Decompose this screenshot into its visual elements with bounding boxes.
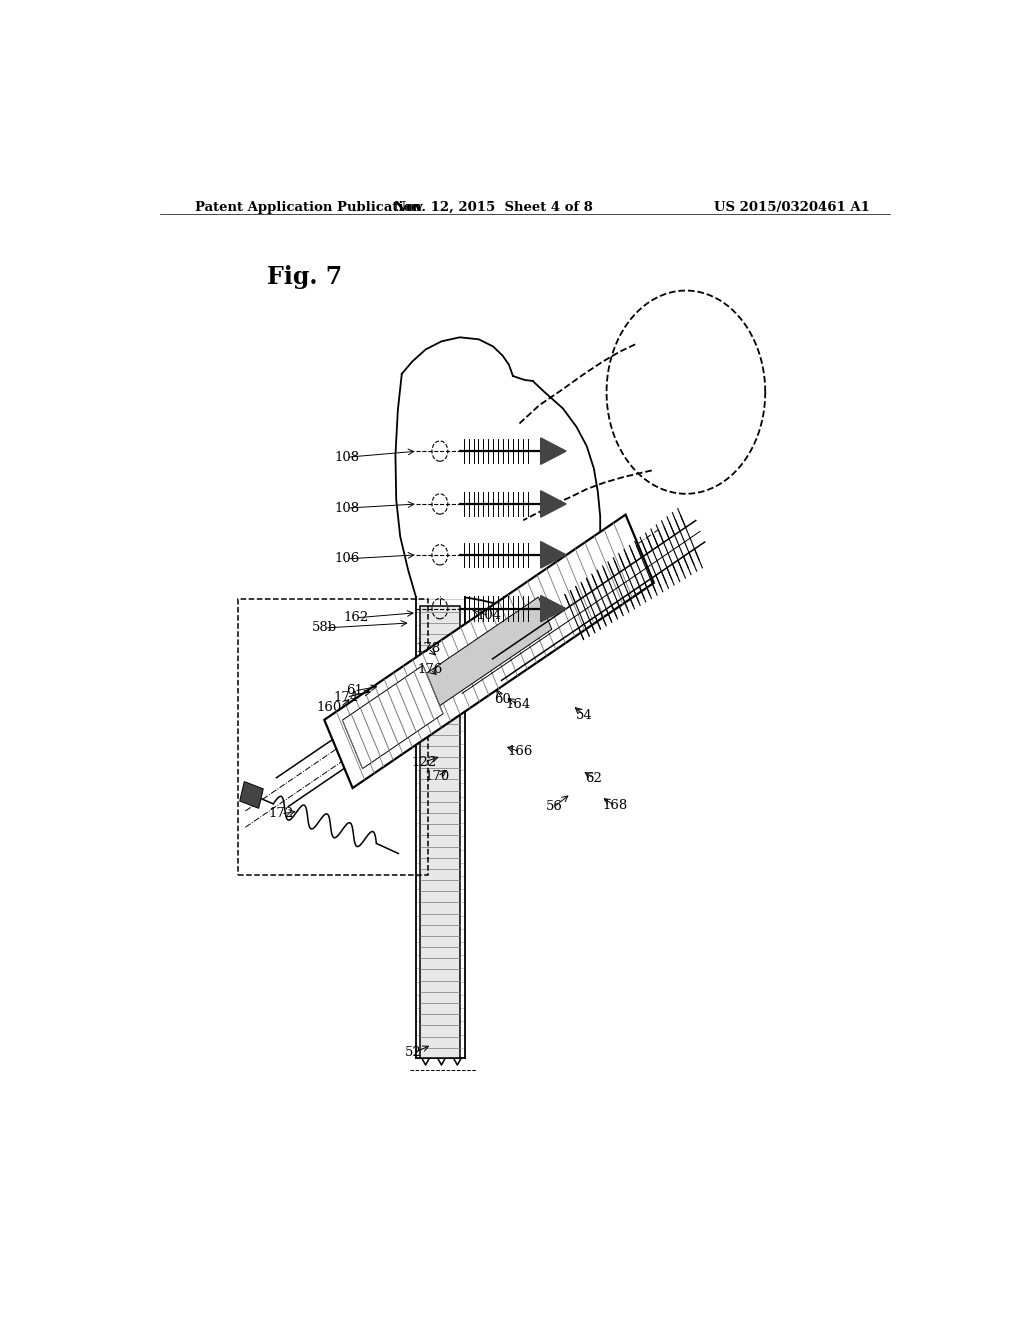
Bar <box>238 598 428 875</box>
Polygon shape <box>325 515 654 788</box>
Text: 104: 104 <box>476 610 502 622</box>
Text: 168: 168 <box>603 800 628 812</box>
Text: Fig. 7: Fig. 7 <box>267 265 342 289</box>
Text: 52: 52 <box>406 1047 422 1060</box>
Text: 164: 164 <box>505 698 530 710</box>
Text: 61: 61 <box>346 685 362 697</box>
Text: 60: 60 <box>495 693 511 706</box>
Polygon shape <box>240 781 263 808</box>
Text: 62: 62 <box>586 772 602 785</box>
Polygon shape <box>541 595 566 622</box>
Text: 58b: 58b <box>312 622 337 635</box>
Text: US 2015/0320461 A1: US 2015/0320461 A1 <box>714 201 870 214</box>
Text: 54: 54 <box>575 709 593 722</box>
Text: 122: 122 <box>412 755 436 768</box>
Text: 108: 108 <box>335 450 359 463</box>
Text: 166: 166 <box>507 746 532 759</box>
Text: Nov. 12, 2015  Sheet 4 of 8: Nov. 12, 2015 Sheet 4 of 8 <box>393 201 593 214</box>
Polygon shape <box>541 491 566 517</box>
Polygon shape <box>426 597 552 706</box>
Text: Patent Application Publication: Patent Application Publication <box>196 201 422 214</box>
Polygon shape <box>342 665 443 768</box>
Text: 172: 172 <box>268 808 294 821</box>
Text: 106: 106 <box>335 552 359 565</box>
Text: 162: 162 <box>343 611 369 624</box>
Text: 56: 56 <box>546 800 562 813</box>
Text: 170: 170 <box>425 770 451 783</box>
Text: 178: 178 <box>416 642 440 655</box>
Polygon shape <box>420 606 460 1057</box>
Text: 176: 176 <box>418 663 443 676</box>
Text: 160: 160 <box>316 701 341 714</box>
Polygon shape <box>541 541 566 568</box>
Text: 108: 108 <box>335 502 359 515</box>
Polygon shape <box>541 438 566 465</box>
Text: 174: 174 <box>334 690 358 704</box>
